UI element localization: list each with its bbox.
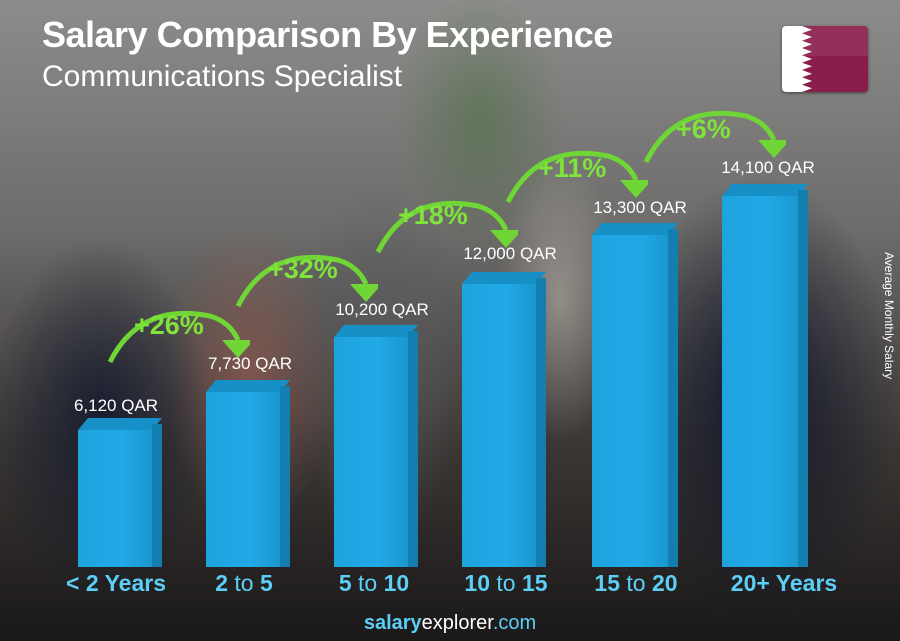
value-label: 7,730 QAR bbox=[207, 354, 293, 373]
increase-arrow-icon bbox=[375, 200, 518, 254]
chart-subtitle: Communications Specialist bbox=[42, 60, 403, 93]
bar-2to5 bbox=[206, 380, 290, 567]
bar-15to20 bbox=[592, 223, 678, 567]
category-label: 5 to 10 bbox=[338, 570, 410, 596]
chart-title: Salary Comparison By Experience bbox=[42, 14, 613, 55]
increase-label: +18% bbox=[398, 200, 468, 230]
increase-arrow-icon bbox=[235, 254, 378, 308]
increase-label: +26% bbox=[134, 310, 204, 340]
increase-arrow-icon bbox=[107, 310, 250, 364]
increase-arrow-icon bbox=[643, 110, 786, 164]
bar-20plus bbox=[722, 184, 808, 567]
increase-label: +32% bbox=[268, 254, 338, 284]
bar-10to15 bbox=[462, 272, 546, 567]
value-label: 6,120 QAR bbox=[73, 396, 159, 415]
value-label: 14,100 QAR bbox=[721, 158, 815, 177]
increase-arrow-icon bbox=[505, 150, 648, 204]
y-axis-label-text: Average Monthly Salary bbox=[882, 252, 896, 380]
category-label: 15 to 20 bbox=[594, 570, 678, 596]
qatar-flag-icon bbox=[782, 26, 868, 92]
increase-label: +6% bbox=[676, 114, 731, 144]
value-label: 10,200 QAR bbox=[335, 300, 429, 319]
bar-lt2 bbox=[78, 418, 162, 567]
category-label: < 2 Years bbox=[66, 570, 166, 596]
category-label: 10 to 15 bbox=[464, 570, 548, 596]
value-label: 13,300 QAR bbox=[593, 198, 687, 217]
category-label: 2 to 5 bbox=[215, 570, 273, 596]
category-label: 20+ Years bbox=[730, 570, 838, 596]
increase-label: +11% bbox=[538, 153, 607, 183]
site-footer-link[interactable]: salaryexplorer.com bbox=[363, 612, 537, 634]
bar-5to10 bbox=[334, 325, 418, 567]
y-axis-label: Average Monthly Salary bbox=[880, 252, 900, 402]
value-label: 12,000 QAR bbox=[463, 244, 557, 263]
